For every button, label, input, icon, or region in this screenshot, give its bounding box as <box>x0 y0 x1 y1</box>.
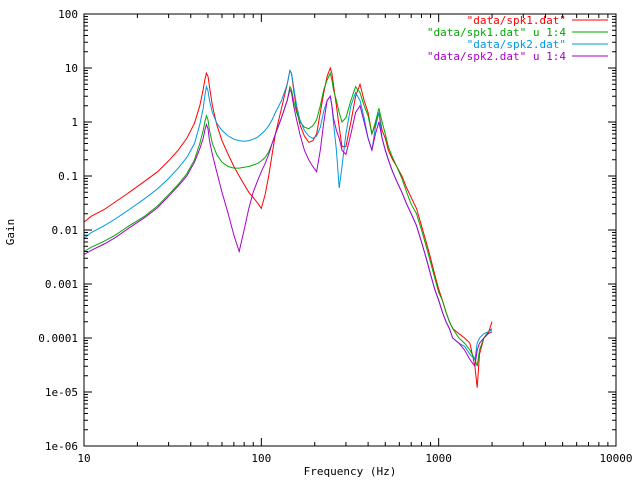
y-tick-label: 1 <box>71 116 78 129</box>
y-tick-label: 10 <box>65 62 78 75</box>
series-layer <box>83 66 493 388</box>
y-tick-label: 100 <box>58 8 78 21</box>
legend-label-2: "data/spk1.dat" u 1:4 <box>427 26 566 39</box>
series-line-1 <box>83 66 493 388</box>
legend-label-4: "data/spk2.dat" u 1:4 <box>427 50 566 63</box>
y-tick-label: 0.01 <box>52 224 79 237</box>
y-tick-label: 0.1 <box>58 170 78 183</box>
x-axis-label: Frequency (Hz) <box>304 465 397 478</box>
legend-label-3: "data/spk2.dat" <box>467 38 566 51</box>
y-axis-label: Gain <box>4 219 17 246</box>
legend-label-1: "data/spk1.dat" <box>467 14 566 27</box>
legend: "data/spk1.dat""data/spk1.dat" u 1:4"dat… <box>427 14 608 63</box>
y-tick-label: 1e-05 <box>45 386 78 399</box>
x-tick-label: 10 <box>77 452 90 465</box>
y-tick-label: 0.001 <box>45 278 78 291</box>
y-tick-label: 1e-06 <box>45 440 78 453</box>
x-tick-label: 1000 <box>425 452 452 465</box>
series-line-4 <box>83 88 493 368</box>
series-line-2 <box>83 71 493 367</box>
axis-layer: 10 100 1000 10000 1e-06 1e-05 0.0001 0.001 0.01 0… <box>38 8 632 465</box>
x-tick-label: 100 <box>251 452 271 465</box>
y-tick-label: 0.0001 <box>38 332 78 345</box>
x-tick-label: 10000 <box>599 452 632 465</box>
